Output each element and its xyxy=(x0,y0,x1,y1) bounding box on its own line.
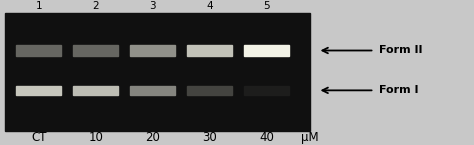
Bar xyxy=(187,45,232,56)
Text: Form I: Form I xyxy=(379,85,419,95)
Bar xyxy=(17,86,62,95)
Bar xyxy=(73,45,118,56)
Text: 20: 20 xyxy=(145,131,160,144)
Bar xyxy=(187,86,232,95)
Bar xyxy=(5,13,310,131)
Text: μM: μM xyxy=(301,131,319,144)
Text: Form II: Form II xyxy=(379,46,423,56)
Text: 40: 40 xyxy=(259,131,274,144)
Text: 5: 5 xyxy=(263,1,270,11)
Text: 1: 1 xyxy=(36,1,42,11)
Text: CT: CT xyxy=(31,131,46,144)
Bar xyxy=(244,86,289,95)
Bar xyxy=(130,45,175,56)
Bar xyxy=(73,86,118,95)
Bar xyxy=(130,86,175,95)
Bar xyxy=(244,45,289,56)
Text: 3: 3 xyxy=(149,1,156,11)
Text: 10: 10 xyxy=(88,131,103,144)
Bar xyxy=(17,45,62,56)
Text: 30: 30 xyxy=(202,131,217,144)
Text: 2: 2 xyxy=(92,1,99,11)
Text: 4: 4 xyxy=(206,1,213,11)
